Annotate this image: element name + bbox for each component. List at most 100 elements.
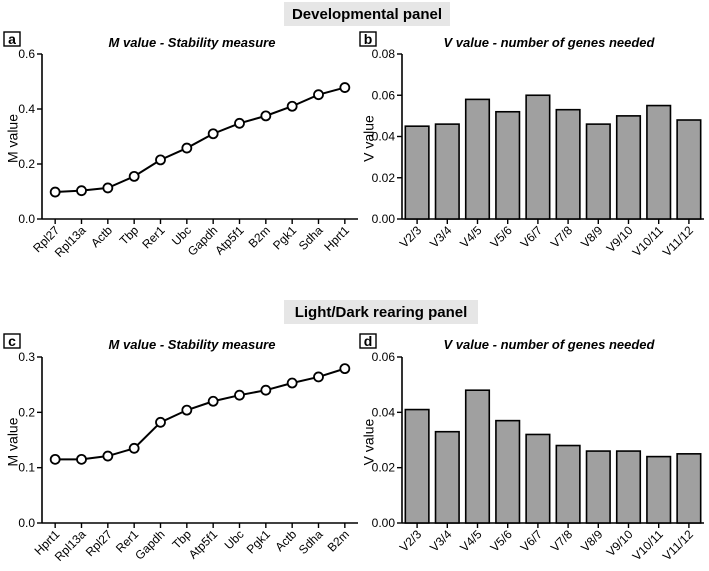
x-tick-label: Gapdh [185, 223, 220, 258]
bar-V9/10 [615, 115, 642, 220]
series-line [55, 367, 346, 461]
point-B2m [339, 363, 351, 375]
point-Atp5f1 [234, 117, 245, 129]
bar-V3/4 [434, 430, 460, 524]
y-tick-label: 0.4 [18, 102, 35, 116]
x-tick-label: V3/4 [427, 527, 455, 555]
y-tick-label: 0.0 [18, 516, 35, 530]
panel-label-box [359, 31, 377, 47]
x-tick-label: V5/6 [487, 527, 515, 555]
chart-d: d V value - number of genes needed V value… [359, 333, 704, 563]
y-tick-label: 0.1 [18, 461, 35, 475]
point-Sdha [313, 371, 324, 383]
bar-V6/7 [525, 433, 551, 524]
x-tick-label: B2m [246, 223, 273, 250]
y-tick-label: 0.2 [18, 405, 35, 419]
x-tick-label: Ubc [222, 527, 247, 552]
y-axis-label: V value [361, 115, 377, 162]
x-tick-label: Actb [272, 527, 299, 554]
x-tick-label: Sdha [296, 223, 326, 253]
y-tick-label: 0.04 [372, 405, 396, 419]
x-tick-label: V2/3 [397, 527, 425, 555]
x-tick-label: Gapdh [132, 527, 167, 562]
point-Tbp [181, 404, 193, 416]
y-tick-label: 0.00 [372, 516, 396, 530]
point-Atp5f1 [207, 395, 219, 407]
point-B2m [260, 110, 272, 122]
bar-V10/11 [646, 104, 672, 220]
panel-label-b: b [359, 31, 377, 47]
y-tick-label: 0.08 [372, 47, 396, 61]
x-tick-label: Actb [88, 223, 115, 250]
x-tick-label: Pgk1 [244, 527, 273, 556]
x-tick-label: Atp5f1 [186, 527, 221, 562]
x-tick-label: V4/5 [457, 223, 485, 251]
point-Pgk1 [286, 100, 298, 112]
x-tick-label: V10/11 [630, 527, 666, 563]
y-tick-label: 0.0 [18, 212, 35, 226]
x-tick-label: V2/3 [397, 223, 425, 251]
bar-V8/9 [585, 450, 611, 524]
x-tick-label: Sdha [296, 527, 326, 557]
y-tick-label: 0.02 [372, 171, 396, 185]
x-tick-label: V6/7 [518, 223, 546, 251]
point-Ubc [181, 142, 193, 154]
point-Rpl27 [102, 450, 114, 462]
x-tick-label: V10/11 [630, 223, 666, 259]
point-Ubc [234, 389, 245, 401]
panel-letter: b [364, 31, 373, 47]
x-tick-label: V3/4 [427, 223, 455, 251]
x-tick-label: Rpl27 [83, 527, 115, 559]
point-Rpl13a [76, 185, 87, 197]
bar-V6/7 [525, 94, 551, 220]
point-Pgk1 [260, 384, 272, 396]
y-axis-label: M value [5, 417, 21, 466]
x-tick-label: V11/12 [660, 223, 696, 259]
x-tick-label: Atp5f1 [212, 223, 247, 258]
panel-letter: a [8, 31, 16, 47]
point-Rer1 [155, 154, 166, 166]
point-Rpl27 [49, 186, 61, 198]
y-tick-label: 0.06 [372, 350, 396, 364]
point-Gapdh [207, 128, 219, 140]
bar-V2/3 [404, 408, 430, 524]
point-Rpl13a [76, 453, 87, 465]
bar-V3/4 [434, 123, 460, 220]
x-tick-label: V5/6 [487, 223, 515, 251]
y-tick-label: 0.6 [18, 47, 35, 61]
x-tick-label: V6/7 [518, 527, 546, 555]
chart-a: a M value - Stability measure M value 0.0 0.… [3, 31, 358, 260]
bar-V11/12 [676, 453, 702, 524]
x-tick-label: Rer1 [139, 223, 168, 252]
point-Hprt1 [49, 453, 61, 465]
panel-letter: c [8, 333, 16, 349]
panel-label-box [3, 31, 21, 47]
chart-title: V value - number of genes needed [444, 337, 656, 352]
x-tick-label: V7/8 [548, 527, 576, 555]
light-dark-panel-header: Light/Dark rearing panel [284, 300, 478, 324]
point-Sdha [313, 89, 324, 101]
x-tick-label: Pgk1 [270, 223, 299, 252]
point-Tbp [128, 170, 140, 182]
y-tick-label: 0.2 [18, 157, 35, 171]
chart-title: M value - Stability measure [109, 337, 276, 352]
series-line [55, 86, 346, 194]
bar-V9/10 [615, 450, 642, 524]
x-tick-label: B2m [325, 527, 352, 554]
bar-V8/9 [585, 123, 611, 220]
x-tick-label: Hprt1 [321, 223, 352, 254]
panel-label-c: c [3, 333, 21, 349]
bar-V5/6 [495, 110, 521, 220]
x-tick-label: V8/9 [578, 223, 606, 251]
y-tick-label: 0.04 [372, 130, 396, 144]
panel-letter: d [364, 333, 373, 349]
point-Rer1 [128, 442, 140, 454]
bar-V11/12 [676, 119, 702, 220]
panel-label-a: a [3, 31, 21, 47]
bar-V5/6 [495, 419, 521, 524]
chart-c: c M value - Stability measure M value 0.0 0.… [3, 333, 358, 564]
point-Hprt1 [339, 82, 351, 93]
point-Gapdh [155, 416, 166, 428]
panel-label-d: d [359, 333, 377, 349]
